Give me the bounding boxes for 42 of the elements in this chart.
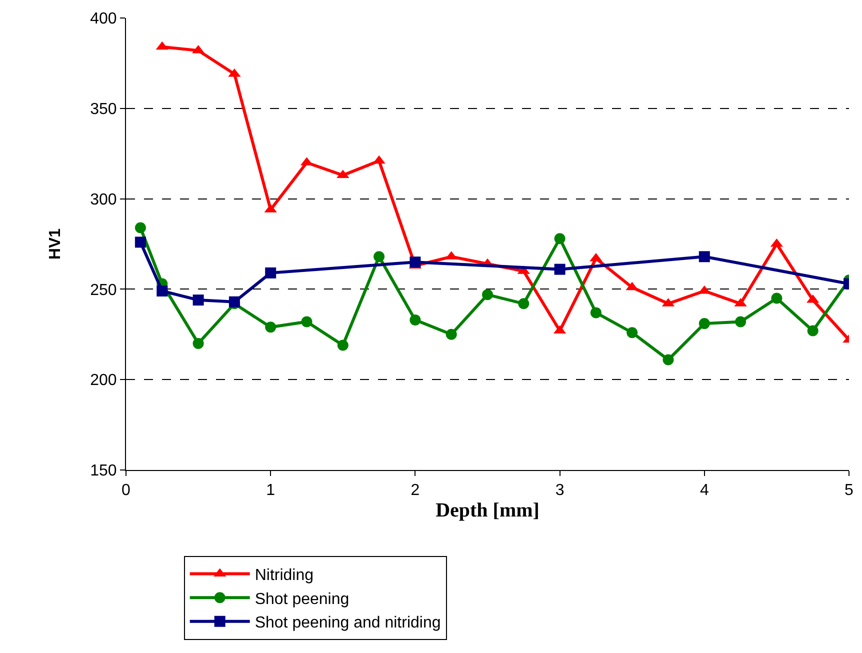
point (410, 256, 421, 268)
point (807, 325, 818, 336)
y-tick-label: 250 (90, 282, 117, 299)
point (698, 251, 710, 262)
point (134, 236, 146, 248)
y-tick-label: 350 (90, 101, 117, 118)
point (134, 222, 146, 234)
point (626, 327, 638, 338)
point (374, 251, 385, 262)
x-tick-label: 4 (700, 482, 709, 500)
y-tick-label: 300 (90, 191, 117, 208)
point (446, 328, 457, 340)
y-axis-title: HV1 (46, 228, 64, 260)
point (156, 286, 168, 297)
point (554, 233, 566, 244)
point (265, 267, 276, 278)
y-tick-label: 150 (90, 462, 117, 480)
point (771, 292, 782, 304)
point (301, 316, 312, 328)
point (698, 318, 710, 330)
point (192, 338, 204, 349)
point (265, 322, 276, 333)
x-tick-label: 2 (410, 482, 420, 500)
point (554, 264, 566, 275)
point (337, 340, 348, 351)
x-tick-label: 1 (266, 482, 276, 500)
legend-label: Shot peening (254, 590, 350, 608)
legend-label: Shot peening and nitriding (254, 614, 441, 632)
point (192, 294, 204, 306)
point (410, 314, 421, 326)
y-tick-label: 400 (90, 10, 117, 28)
point (662, 354, 674, 366)
x-tick-label: 5 (844, 482, 854, 500)
legend-label: Nitriding (254, 567, 314, 584)
point (482, 289, 493, 300)
x-axis-title: Depth [mm] (436, 500, 540, 522)
point (590, 307, 602, 318)
point (735, 316, 746, 328)
y-tick-label: 200 (90, 372, 117, 390)
point (518, 298, 530, 310)
x-tick-label: 3 (555, 482, 564, 500)
x-tick-label: 0 (122, 482, 131, 500)
